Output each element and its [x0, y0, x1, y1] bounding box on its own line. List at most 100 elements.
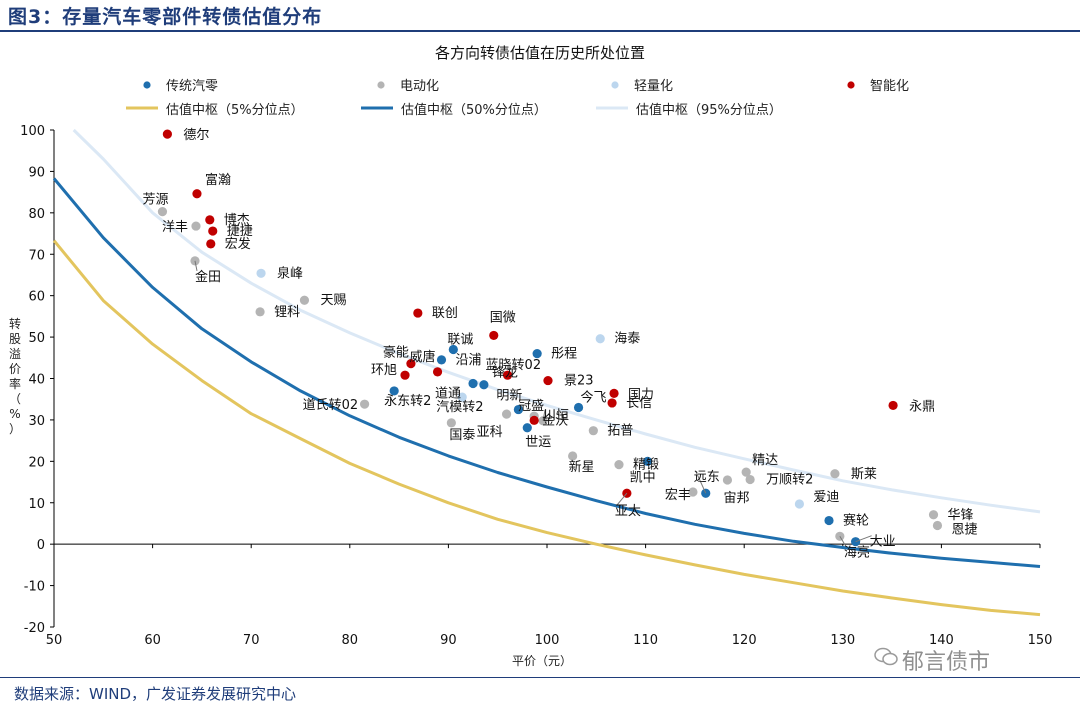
point-3-12: [609, 388, 619, 399]
point-label: 亚太: [615, 504, 641, 519]
point-label: 汽模转2: [436, 400, 483, 415]
point-label: 蓝晓转02: [486, 358, 542, 373]
point-0-6: [522, 423, 532, 433]
legend-label-curve-95: 估值中枢（95%分位点）: [636, 102, 782, 118]
point-3-4: [206, 239, 216, 249]
legend-label-curve-5: 估值中枢（5%分位点）: [166, 102, 304, 118]
legend-item-traditional: 传统汽零: [143, 79, 218, 94]
point-label: 豪能: [383, 345, 409, 361]
y-axis-label-char: 股: [9, 332, 21, 346]
leader-line: [616, 492, 628, 506]
point-label: 拓普: [607, 424, 633, 439]
footer-divider: [0, 677, 1080, 678]
point-label: 环旭: [371, 363, 397, 378]
leader-line: [839, 536, 847, 547]
point-0-4: [479, 380, 489, 390]
leader-line: [542, 409, 546, 421]
point-label: 威唐: [410, 349, 436, 365]
y-tick-label: 0: [37, 538, 45, 553]
x-axis-label: 平价（元）: [512, 654, 572, 668]
point-label: 海泰: [614, 332, 640, 347]
legend-label-lightweight: 轻量化: [634, 79, 673, 94]
curve-1: [52, 177, 1041, 568]
point-label: 赛轮: [843, 513, 869, 529]
point-label: 新星: [569, 459, 595, 475]
point-label: 捷捷: [227, 224, 253, 239]
y-axis-label-char: 率: [9, 376, 21, 391]
legend-marker-lightweight: [611, 81, 619, 89]
point-0-3: [468, 378, 478, 389]
point-3-7: [400, 370, 410, 380]
legend-label-intelligent: 智能化: [870, 79, 909, 94]
watermark: 郁言债市: [902, 650, 991, 675]
y-tick-label: 90: [28, 165, 45, 180]
y-tick-label: 40: [28, 373, 45, 388]
point-label: 道氏转02: [303, 398, 359, 413]
point-1-12: [614, 460, 624, 470]
point-label: 景23: [564, 374, 594, 389]
legend-item-lightweight: 轻量化: [611, 79, 673, 94]
point-label: 亚科: [477, 425, 503, 440]
point-0-7: [532, 349, 542, 359]
point-label: 今飞: [581, 389, 607, 405]
point-label: 国微: [490, 310, 516, 325]
point-3-16: [888, 400, 898, 411]
point-1-5: [359, 399, 370, 409]
point-1-16: [745, 474, 755, 485]
y-axis-label-char: 溢: [9, 347, 21, 361]
x-tick-label: 90: [440, 633, 457, 648]
point-0-11: [824, 515, 834, 526]
y-tick-label: 60: [28, 290, 45, 305]
point-1-6: [446, 418, 456, 428]
point-label: 锂科: [274, 305, 300, 320]
point-label: 天赐: [320, 293, 346, 308]
point-label: 德尔: [183, 128, 209, 143]
point-label: 爱迪: [813, 490, 839, 505]
point-label: 宏发: [225, 236, 251, 252]
point-2-2: [595, 334, 605, 344]
point-0-1: [436, 355, 447, 365]
leader-line: [695, 471, 707, 494]
x-tick-label: 60: [144, 633, 161, 648]
point-label: 金田: [195, 269, 221, 285]
point-3-11: [543, 375, 553, 386]
y-axis-label-char: %: [9, 407, 20, 421]
y-axis-label-char: 价: [9, 362, 21, 376]
y-tick-label: 30: [28, 414, 45, 429]
point-label: 精达: [752, 453, 778, 468]
point-label: 富瀚: [205, 172, 231, 188]
point-label: 芳源: [142, 193, 168, 208]
y-axis-label-char: 转: [9, 316, 21, 331]
point-label: 冠盛: [518, 399, 544, 414]
point-label: 国力: [628, 387, 654, 402]
point-3-10: [502, 370, 513, 380]
y-axis-label-char: ）: [9, 422, 21, 436]
point-1-17: [830, 469, 840, 479]
point-3-13: [607, 398, 617, 408]
point-3-5: [413, 308, 423, 318]
y-axis-label: 转股溢价率（%）: [9, 316, 21, 436]
point-1-14: [722, 475, 733, 485]
point-label: 明新: [496, 388, 522, 404]
x-tick-label: 70: [243, 633, 260, 648]
curve-2: [72, 128, 1041, 514]
point-label: 华锋: [948, 508, 974, 523]
legend-label-electrification: 电动化: [400, 79, 439, 94]
point-3-2: [205, 215, 215, 225]
point-label: 洋丰: [162, 220, 188, 235]
point-label: 泉峰: [277, 265, 303, 281]
legend-marker-electrification: [377, 81, 385, 89]
point-3-8: [432, 367, 443, 377]
y-tick-label: 80: [28, 207, 45, 222]
valuation-curves: [52, 128, 1041, 617]
leader-line: [855, 535, 872, 543]
x-tick-label: 120: [732, 633, 757, 648]
point-0-5: [513, 404, 524, 415]
point-label: 联诚: [447, 333, 473, 348]
x-tick-label: 130: [830, 633, 855, 648]
legend-marker-traditional: [143, 81, 151, 89]
y-tick-label: 70: [28, 248, 45, 263]
point-2-1: [457, 392, 467, 402]
point-label: 川恒: [543, 409, 569, 424]
